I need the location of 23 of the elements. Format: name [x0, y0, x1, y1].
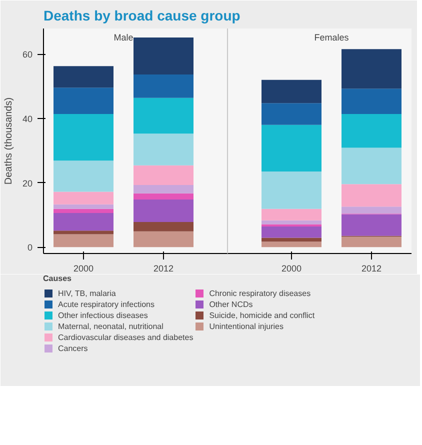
legend-label: Acute respiratory infections	[58, 299, 154, 309]
annotation: Male	[114, 32, 134, 42]
legend-label: Unintentional injuries	[209, 321, 284, 331]
legend-label: Other infectious diseases	[58, 310, 148, 320]
y-tick-label: 20	[22, 178, 33, 188]
annotation: Females	[314, 32, 350, 42]
legend-label: Cancers	[58, 343, 88, 353]
legend-label: Cardiovascular diseases and diabetes	[58, 332, 194, 342]
x-tick-label: 2012	[361, 264, 382, 274]
legend-label: Maternal, neonatal, nutritional	[58, 321, 164, 331]
y-tick-label: 0	[27, 242, 33, 253]
x-tick-label: 2012	[153, 264, 174, 274]
legend-title: Causes	[43, 274, 72, 283]
y-axis-title: Deaths (thousands)	[3, 97, 14, 185]
legend-label: Other NCDs	[209, 299, 253, 309]
y-tick-label: 40	[22, 114, 33, 124]
legend-label: HIV, TB, malaria	[58, 288, 116, 298]
x-tick-label: 2000	[73, 264, 94, 274]
legend-label: Suicide, homicide and conflict	[209, 310, 315, 320]
legend-label: Chronic respiratory diseases	[209, 288, 311, 298]
x-tick-label: 2000	[281, 264, 302, 274]
y-tick-label: 60	[22, 50, 33, 60]
chart-title: Deaths by broad cause group	[44, 8, 240, 24]
